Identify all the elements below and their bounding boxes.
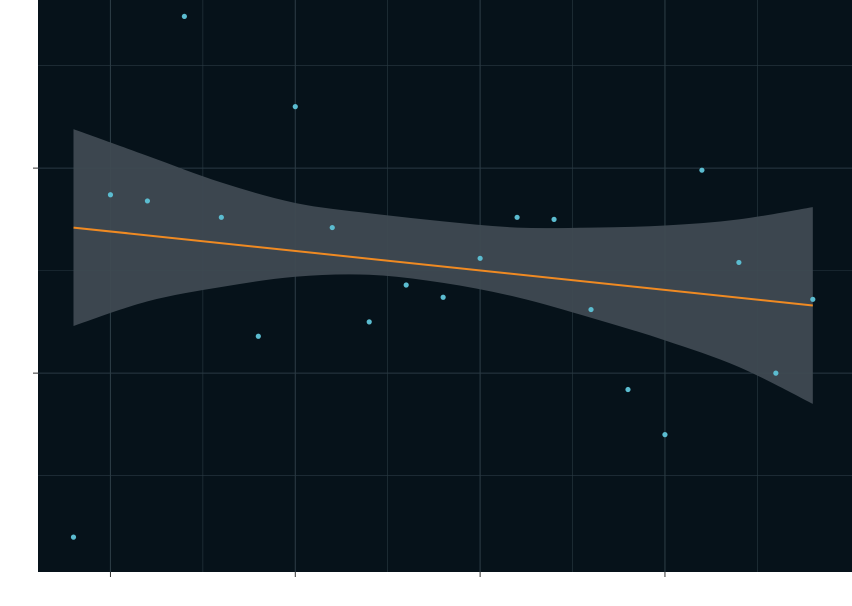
data-point [218,214,224,220]
data-point [329,224,335,231]
data-point [255,333,261,339]
data-point [70,534,77,540]
data-point [699,167,705,173]
data-point [736,259,742,266]
data-point [144,198,151,204]
data-point [292,104,298,110]
data-point [107,192,114,198]
data-point [662,432,668,438]
data-point [477,255,483,261]
data-point [551,216,557,222]
data-point [403,282,409,288]
data-points [70,13,816,540]
data-point [440,294,446,300]
data-point [625,386,631,393]
data-point [810,296,816,302]
data-point [181,13,187,20]
data-point [514,214,520,220]
data-point [366,319,372,325]
axis-ticks [33,167,666,577]
data-point [588,306,594,313]
data-point [773,370,779,376]
trend-line [73,226,813,307]
